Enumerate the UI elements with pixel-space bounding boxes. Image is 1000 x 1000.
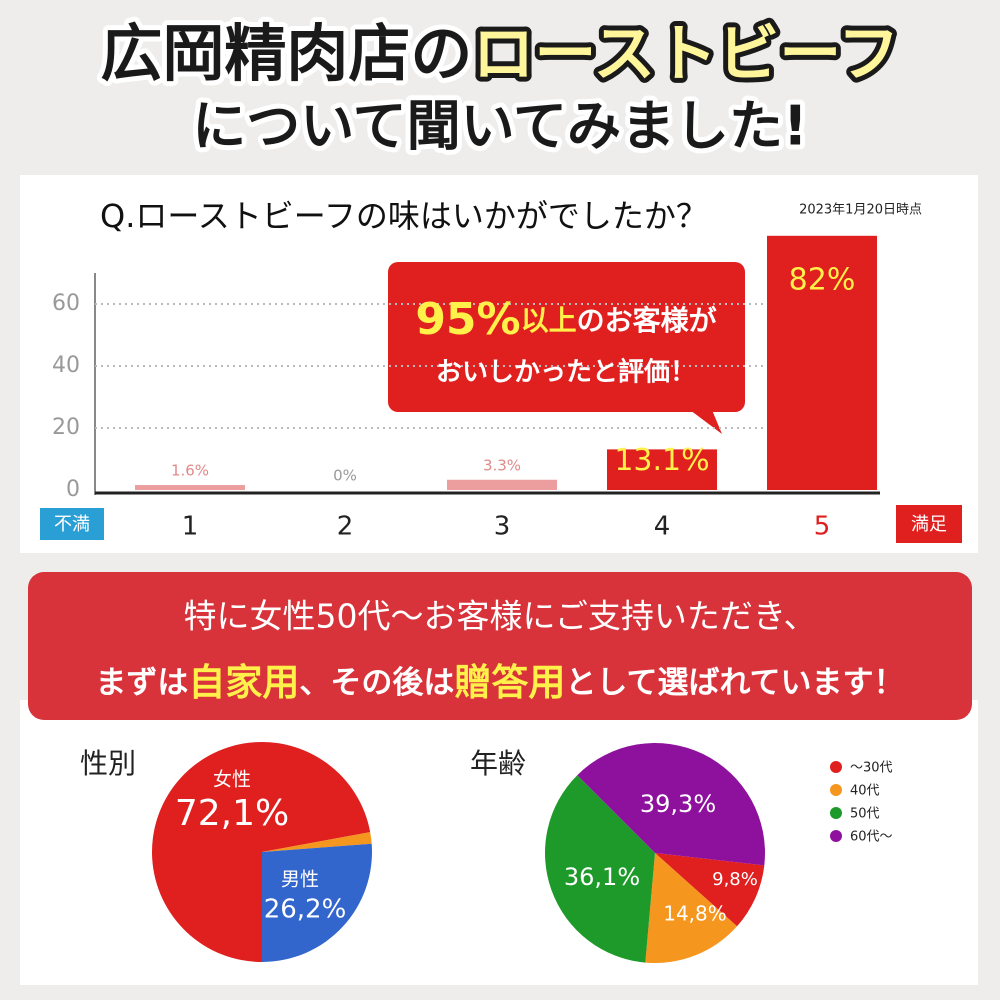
value-label: 3.3% <box>483 456 521 474</box>
annotation-line2: おいしかったと評価！ <box>436 357 696 388</box>
annotation-line1: 95%以上のお客様が <box>415 294 716 345</box>
y-tick-label: 0 <box>66 477 80 502</box>
annotation-highlight: 以上 <box>521 304 577 337</box>
x-tick-label: 5 <box>814 512 831 542</box>
x-tick-label: 1 <box>182 512 199 542</box>
pie-slice <box>262 843 372 962</box>
scale-high: 満足 <box>911 514 947 535</box>
x-tick-label: 4 <box>654 512 671 542</box>
header-line2: について聞いてみました! <box>192 95 807 158</box>
pie-slice <box>655 853 765 927</box>
slice-label: 26,2% <box>264 895 347 925</box>
legend-label: 50代 <box>850 807 880 822</box>
pie-title: 年齢 <box>470 747 526 780</box>
pie-slice <box>645 853 738 963</box>
chart-title: Q.ローストビーフの味はいかがでしたか？ <box>100 197 708 235</box>
y-tick-label: 20 <box>52 415 80 440</box>
bar <box>607 449 717 490</box>
pie-slice <box>545 775 655 963</box>
legend-label: 40代 <box>850 784 880 799</box>
x-tick-label: 2 <box>337 512 354 542</box>
bar <box>135 485 245 490</box>
banner-text: として選ばれています！ <box>565 665 904 701</box>
slice-label: 72,1% <box>175 793 289 834</box>
banner-highlight: 贈答用 <box>454 661 565 704</box>
banner-text: 、その後は <box>299 665 454 701</box>
pie-slice <box>262 832 372 852</box>
annotation-number: 95% <box>415 294 520 345</box>
annotation-text: のお客様が <box>577 304 717 337</box>
scale-low: 不満 <box>54 514 90 535</box>
scale-low-box <box>40 508 104 540</box>
slice-label: 9,8% <box>712 869 758 890</box>
value-label: 1.6% <box>171 462 209 480</box>
banner-line2: まずは自家用、その後は贈答用として選ばれています！ <box>95 661 904 704</box>
callout <box>388 262 745 412</box>
x-tick-label: 3 <box>494 512 511 542</box>
slice-label: 14,8% <box>663 902 727 926</box>
header-highlight: ローストビーフ <box>472 17 899 90</box>
value-label: 82% <box>789 262 856 297</box>
legend-swatch <box>830 761 842 773</box>
slice-label: 36,1% <box>564 863 640 891</box>
banner-highlight: 自家用 <box>188 661 299 704</box>
slice-label: 39,3% <box>640 790 716 818</box>
banner-text: まずは <box>95 665 188 701</box>
value-label: 0% <box>333 467 357 485</box>
legend-label: 60代〜 <box>850 830 893 845</box>
y-tick-label: 40 <box>52 353 80 378</box>
y-tick-label: 60 <box>52 291 80 316</box>
banner <box>28 572 972 720</box>
pie-slice <box>152 741 371 962</box>
slice-name: 男性 <box>281 869 319 891</box>
bar <box>767 235 877 490</box>
chart-subtitle: 2023年1月20日時点 <box>799 203 922 218</box>
header-line1: 広岡精肉店のローストビーフ <box>100 17 899 90</box>
scale-high-box <box>896 505 962 543</box>
slice-name: 女性 <box>213 769 251 791</box>
legend-label: 〜30代 <box>850 761 893 776</box>
value-label: 13.1% <box>614 443 709 478</box>
legend-swatch <box>830 784 842 796</box>
pie-title: 性別 <box>80 747 136 780</box>
header-text: 広岡精肉店の <box>100 17 472 90</box>
pie-slice <box>577 743 765 866</box>
bar <box>447 479 557 490</box>
legend-swatch <box>830 830 842 842</box>
banner-line1: 特に女性50代〜お客様にご支持いただき、 <box>183 597 816 636</box>
legend-swatch <box>830 807 842 819</box>
